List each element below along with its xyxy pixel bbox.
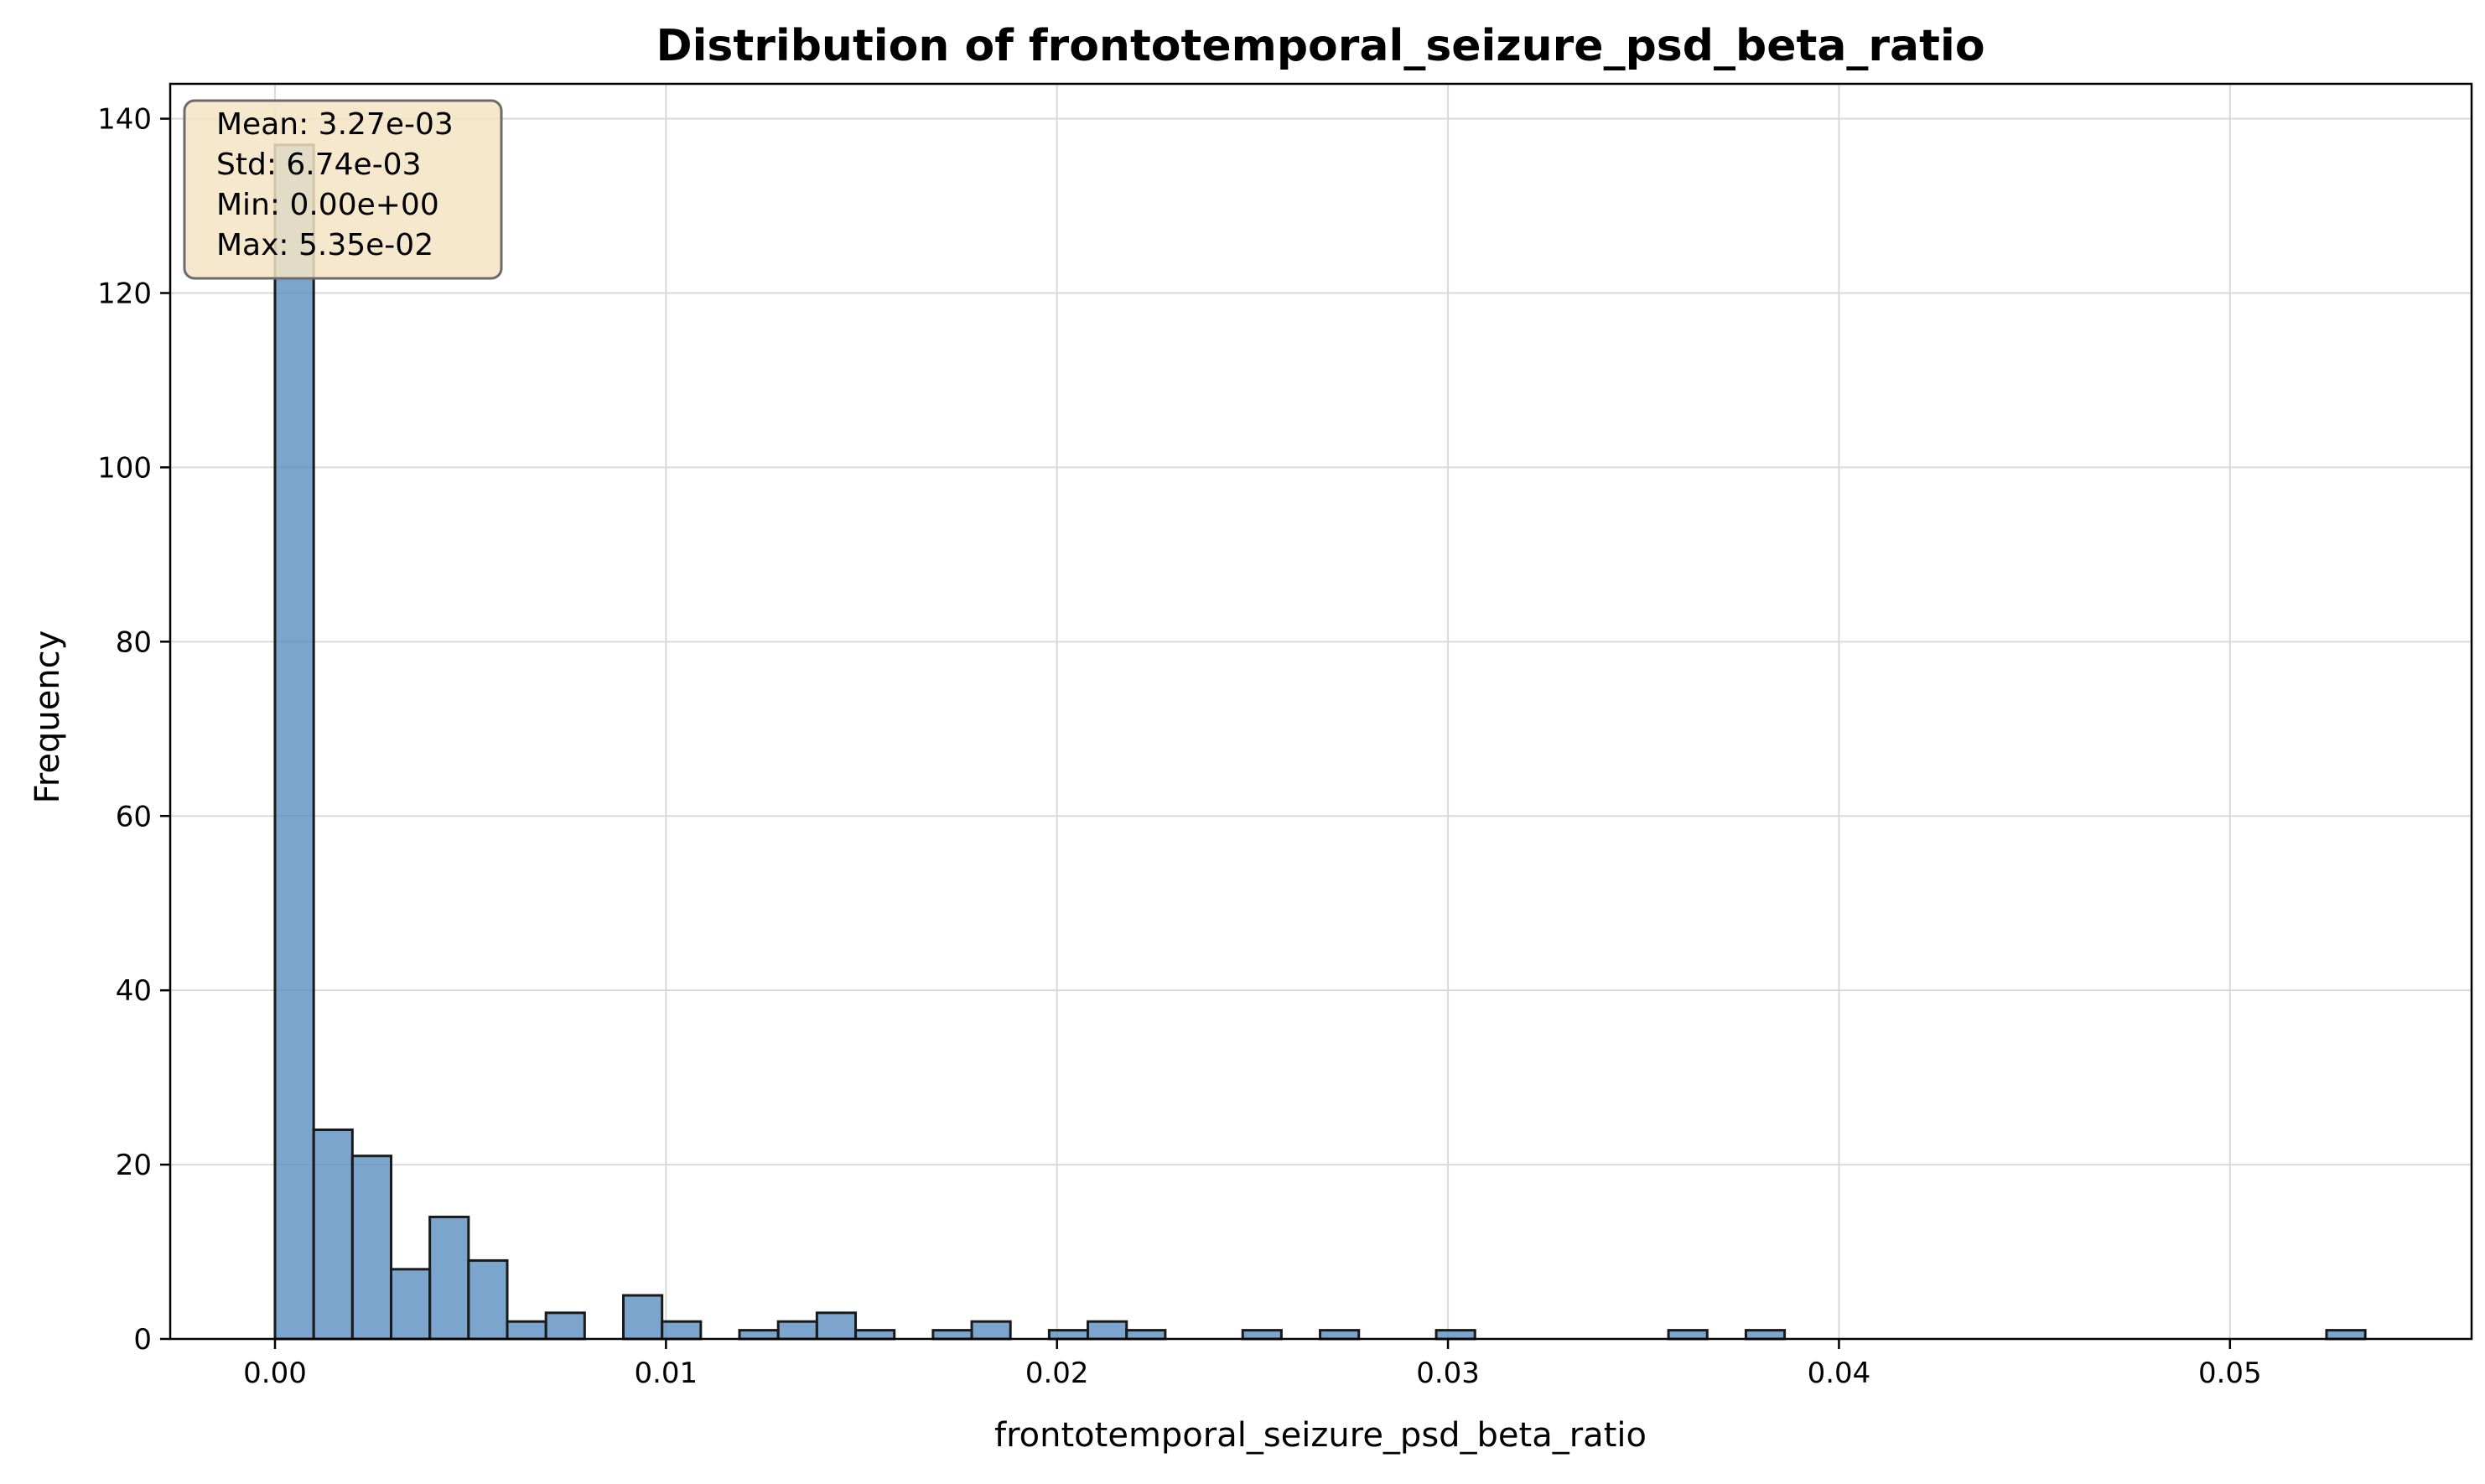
y-tick-label: 120 (97, 278, 152, 311)
y-tick-label: 20 (116, 1149, 152, 1182)
y-tick-label: 60 (116, 800, 152, 833)
plot-frame (169, 82, 2473, 1341)
histogram-bar (506, 1320, 547, 1341)
histogram-bar (1241, 1329, 1283, 1341)
stats-std: Std: 6.74e-03 (216, 148, 422, 182)
histogram-bar (622, 1294, 664, 1341)
histogram-bar (776, 1320, 818, 1341)
histogram-bar (428, 1215, 470, 1341)
histogram-bar (1319, 1329, 1361, 1341)
y-tick-label: 140 (97, 103, 152, 137)
histogram-bar (350, 1155, 392, 1341)
x-tick-label: 0.00 (243, 1357, 307, 1390)
histogram-bar (467, 1258, 509, 1341)
histogram-bar (544, 1311, 586, 1341)
y-tick-label: 40 (116, 974, 152, 1008)
x-tick-label: 0.05 (2198, 1357, 2262, 1390)
histogram-bar (1125, 1329, 1167, 1341)
x-axis-label: frontotemporal_seizure_psd_beta_ratio (994, 1416, 1647, 1455)
y-tick-label: 100 (97, 451, 152, 485)
histogram-bar (2325, 1329, 2367, 1341)
x-tick-label: 0.03 (1416, 1357, 1480, 1390)
histogram-bar (312, 1129, 354, 1341)
histogram-bar (815, 1311, 858, 1341)
chart-title: Distribution of frontotemporal_seizure_p… (656, 21, 1984, 71)
stats-box: Mean: 3.27e-03 Std: 6.74e-03 Min: 0.00e+… (183, 99, 503, 280)
histogram-bar (273, 143, 315, 1341)
histogram-bar (854, 1329, 896, 1341)
histogram-bar (661, 1320, 703, 1341)
grid-lines (170, 84, 2472, 1340)
x-tick-label: 0.02 (1025, 1357, 1089, 1390)
histogram-bar (970, 1320, 1012, 1341)
axis-ticks: 0.00 0.01 0.02 0.03 0.04 0.05 0 20 40 60 80 100 120 1… (97, 103, 2262, 1390)
y-tick-label: 80 (116, 625, 152, 659)
histogram-bars (273, 143, 2367, 1341)
histogram-bar (1744, 1329, 1787, 1341)
x-tick-label: 0.01 (634, 1357, 698, 1390)
stats-box-background (183, 99, 503, 280)
histogram-bar (1087, 1320, 1128, 1341)
stats-max: Max: 5.35e-02 (216, 228, 433, 262)
stats-min: Min: 0.00e+00 (216, 188, 439, 222)
histogram-bar (389, 1268, 432, 1341)
histogram-bar (931, 1329, 973, 1341)
y-tick-label: 0 (133, 1323, 152, 1357)
x-tick-label: 0.04 (1808, 1357, 1871, 1390)
histogram-bar (1047, 1329, 1090, 1341)
histogram-bar (738, 1329, 780, 1341)
histogram-bar (1434, 1329, 1476, 1341)
stats-mean: Mean: 3.27e-03 (216, 107, 454, 142)
histogram-bar (1667, 1329, 1709, 1341)
y-axis-label: Frequency (29, 630, 67, 804)
